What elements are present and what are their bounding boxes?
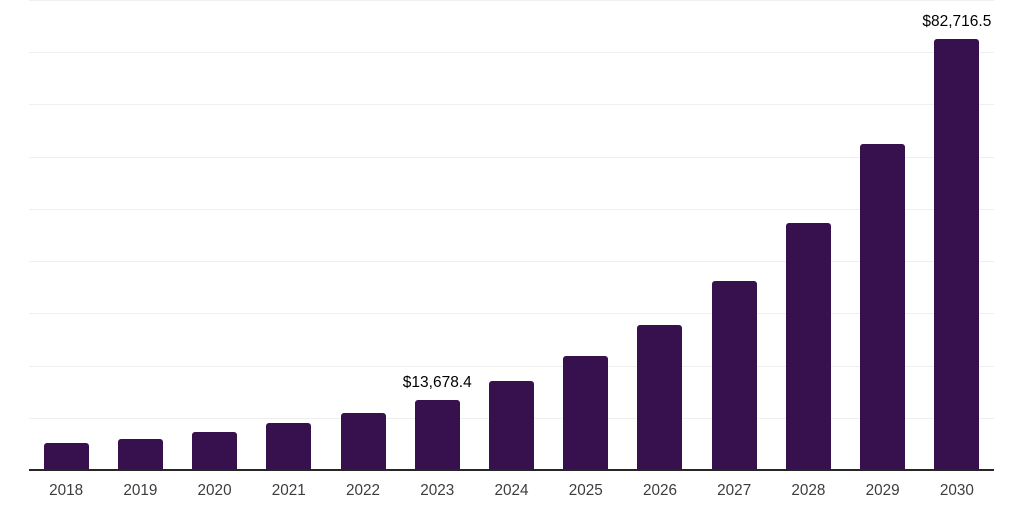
bar-2024[interactable] <box>489 380 534 471</box>
gridline-70000 <box>29 104 994 106</box>
x-axis-line <box>29 469 994 471</box>
bar-2030[interactable] <box>934 39 980 471</box>
x-tick-2026: 2026 <box>642 482 677 499</box>
gridline-50000 <box>29 208 994 210</box>
gridline-40000 <box>29 261 994 263</box>
bar-2019[interactable] <box>117 439 163 471</box>
x-tick-2030: 2030 <box>939 482 974 499</box>
x-tick-2018: 2018 <box>49 482 84 499</box>
x-tick-2021: 2021 <box>271 482 306 499</box>
data-label-2030: $82,716.5 <box>922 13 992 31</box>
x-tick-2029: 2029 <box>865 482 900 499</box>
data-label-2023: $13,678.4 <box>402 373 472 391</box>
gridline-20000 <box>29 365 994 367</box>
x-tick-2019: 2019 <box>123 482 158 499</box>
x-tick-2028: 2028 <box>791 482 826 499</box>
bar-2020[interactable] <box>192 432 238 471</box>
bar-2025[interactable] <box>563 355 609 471</box>
bar-2028[interactable] <box>785 223 831 471</box>
gridline-90000 <box>29 0 994 1</box>
x-tick-2022: 2022 <box>346 482 381 499</box>
bar-2026[interactable] <box>637 324 683 471</box>
x-tick-2024: 2024 <box>494 482 529 499</box>
x-tick-2020: 2020 <box>197 482 232 499</box>
bar-2029[interactable] <box>860 143 906 471</box>
plot-area: $13,678.4 $82,716.5 <box>29 0 994 471</box>
bar-2018[interactable] <box>43 443 89 471</box>
bar-2022[interactable] <box>340 412 386 471</box>
x-tick-2023: 2023 <box>420 482 455 499</box>
gridline-80000 <box>29 52 994 54</box>
gridline-30000 <box>29 313 994 315</box>
x-tick-2025: 2025 <box>568 482 603 499</box>
x-axis-tick-labels: 2018 2019 2020 2021 2022 2023 2024 2025 2026 2027… <box>29 482 994 504</box>
bar-2027[interactable] <box>711 281 757 471</box>
gridline-60000 <box>29 156 994 158</box>
bar-2021[interactable] <box>266 423 312 471</box>
x-tick-2027: 2027 <box>717 482 752 499</box>
bar-2023[interactable] <box>414 399 460 471</box>
